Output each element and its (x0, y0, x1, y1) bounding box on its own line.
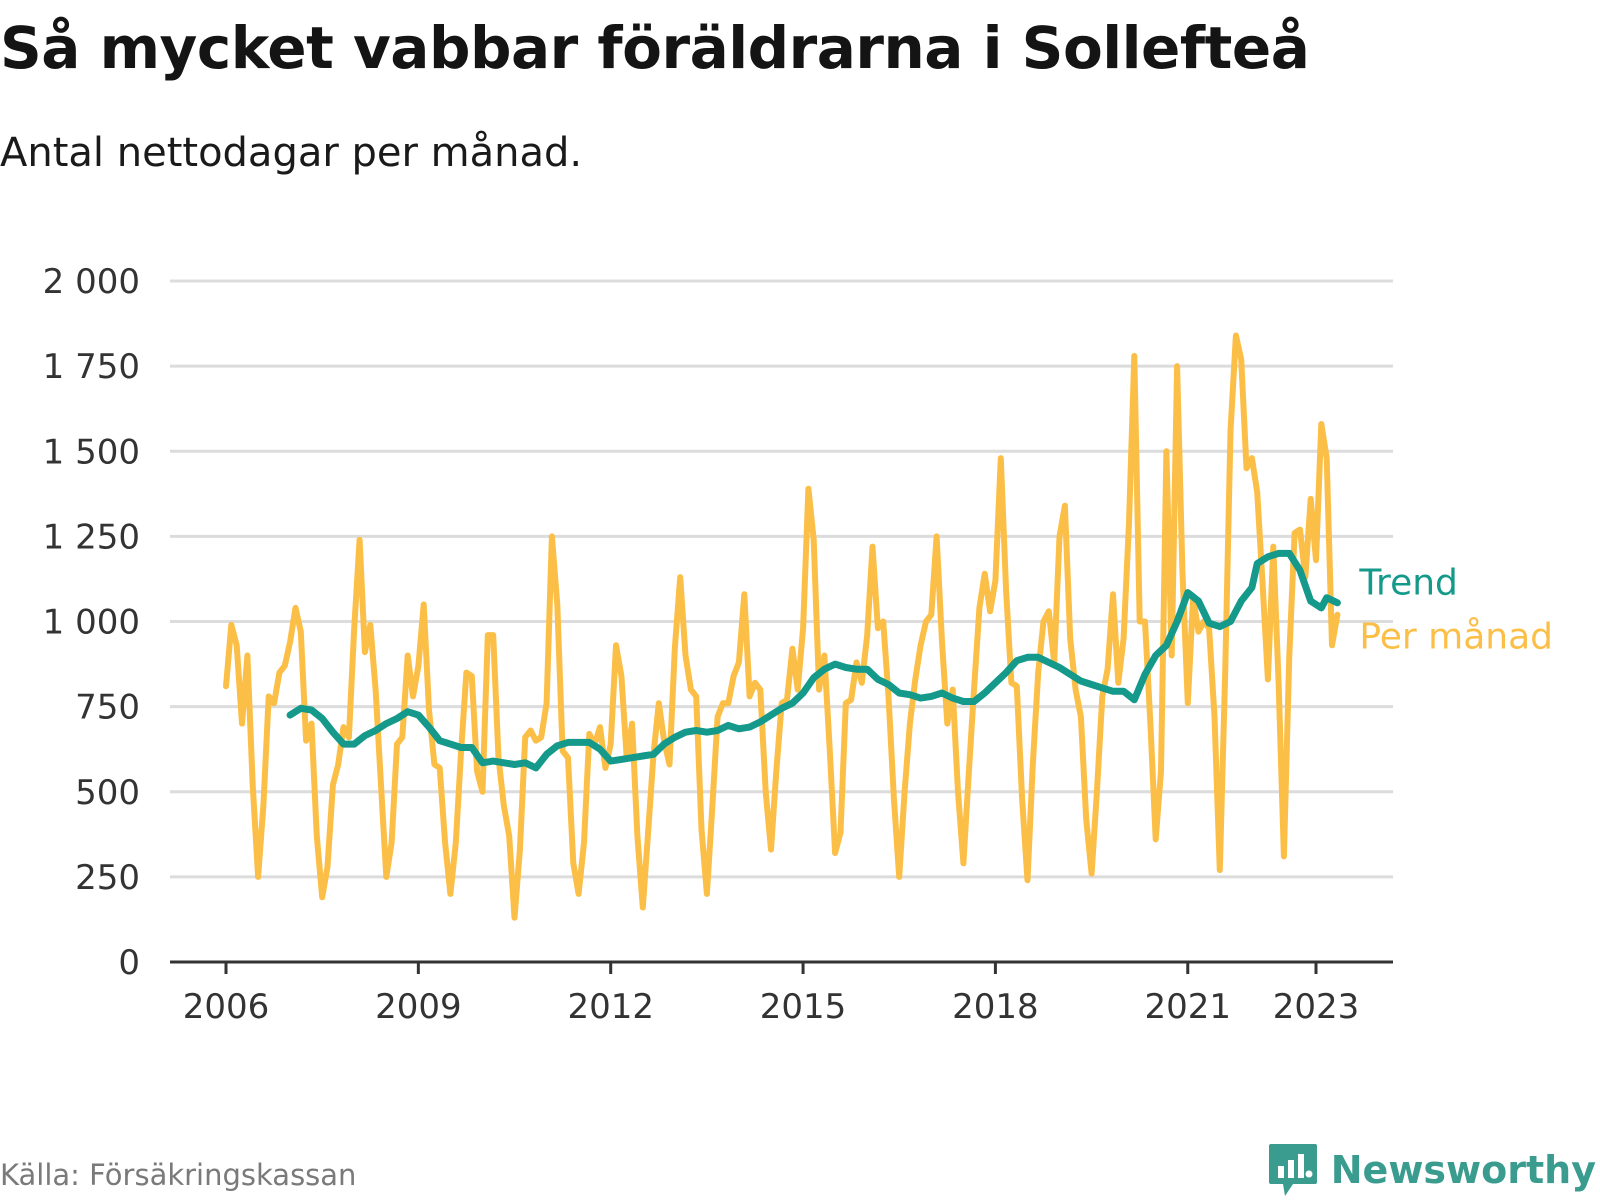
y-axis-labels: 0 250 500 750 1 000 1 250 1 500 1 750 2 000 (43, 262, 140, 983)
brand-name: Newsworthy (1330, 1148, 1596, 1192)
x-tick-label: 2023 (1273, 987, 1360, 1027)
x-tick-label: 2009 (375, 987, 462, 1027)
y-tick-label: 2 000 (43, 262, 140, 302)
series-line-per-manad (223, 332, 1341, 921)
series-line-trend (286, 549, 1341, 772)
line-chart: 0 250 500 750 1 000 1 250 1 500 1 750 2 000 2006… (43, 262, 1553, 1027)
chart-title: Så mycket vabbar föräldrarna i Sollefteå (0, 14, 1310, 82)
source-note: Källa: Försäkringskassan (0, 1158, 357, 1192)
x-tick-label: 2015 (760, 987, 847, 1027)
chart-subtitle: Antal nettodagar per månad. (0, 130, 583, 176)
series-label: Per månad (1359, 617, 1553, 658)
y-tick-label: 500 (75, 773, 140, 813)
series-label: Trend (1358, 562, 1458, 603)
brand-logo[interactable]: Newsworthy (1267, 1142, 1596, 1198)
x-tick-label: 2018 (952, 987, 1039, 1027)
y-tick-label: 1 500 (43, 432, 140, 472)
y-tick-label: 1 250 (43, 517, 140, 557)
y-tick-label: 250 (75, 858, 140, 898)
y-tick-label: 750 (75, 688, 140, 728)
y-tick-label: 1 750 (43, 347, 140, 387)
x-axis: 2006 2009 2012 2015 2018 2021 2023 (170, 960, 1393, 1027)
x-tick-label: 2012 (567, 987, 654, 1027)
y-tick-label: 0 (118, 943, 140, 983)
x-tick-label: 2021 (1144, 987, 1231, 1027)
gridlines (170, 279, 1393, 879)
y-tick-label: 1 000 (43, 603, 140, 643)
newsworthy-chart-bubble-icon (1268, 1144, 1317, 1196)
series-layer (223, 332, 1341, 921)
series-labels: Per månad Trend (1358, 562, 1553, 657)
x-tick-label: 2006 (183, 987, 270, 1027)
